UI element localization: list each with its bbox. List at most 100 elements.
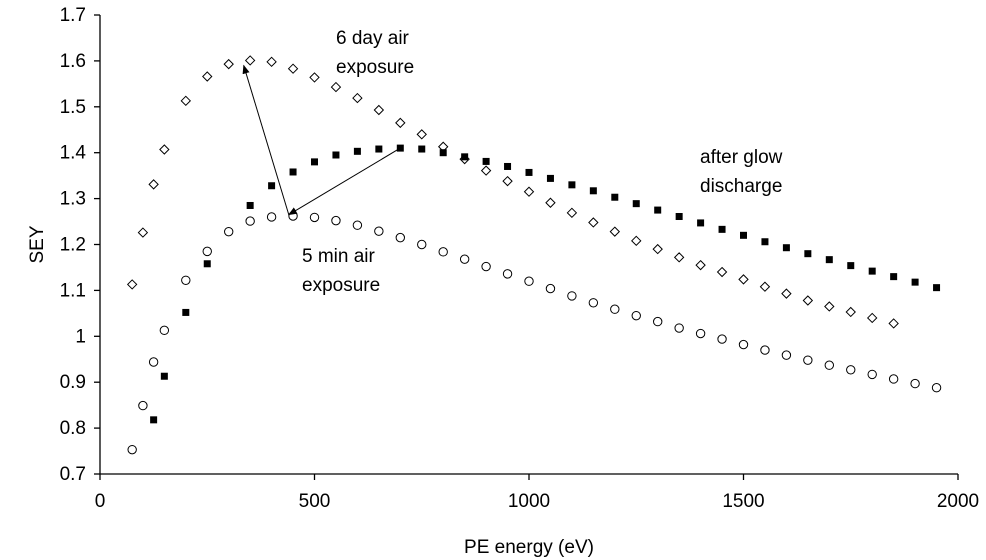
diamond-point <box>309 72 320 83</box>
x-tick-label: 1500 <box>722 491 764 512</box>
diamond-point <box>802 295 814 306</box>
series-circle-open <box>127 211 942 455</box>
x-axis-label: PE energy (eV) <box>464 537 594 558</box>
square-point <box>654 206 662 214</box>
square-point <box>525 168 533 176</box>
circle-point <box>567 291 577 301</box>
annotation-6-day-air-exposure: 6 day air exposure <box>336 28 414 78</box>
diamond-point <box>373 104 385 116</box>
diamond-point <box>759 281 771 292</box>
circle-point <box>181 275 191 286</box>
y-tick-label: 1.2 <box>60 235 86 256</box>
arrows <box>242 64 401 216</box>
circle-point <box>888 374 899 384</box>
diamond-point <box>126 279 138 290</box>
circle-point <box>309 212 320 223</box>
square-point <box>933 284 941 292</box>
diamond-point <box>502 175 513 187</box>
square-point <box>697 219 705 227</box>
circle-point <box>846 365 856 375</box>
y-tick-label: 1.5 <box>60 97 86 118</box>
diamond-point <box>588 217 599 228</box>
square-point <box>868 267 876 275</box>
square-point <box>246 201 254 209</box>
square-point <box>289 168 297 176</box>
circle-point <box>910 378 920 389</box>
diamond-point <box>695 259 706 271</box>
circle-point <box>502 269 513 279</box>
square-point <box>740 231 747 239</box>
circle-point <box>695 328 706 339</box>
square-point <box>890 273 898 281</box>
diamond-point <box>266 56 277 68</box>
square-point <box>804 250 812 258</box>
series-square-filled <box>150 144 941 424</box>
square-point <box>504 162 512 170</box>
annotation-5-min-line1: 5 min air <box>302 246 376 267</box>
y-axis-label: SEY <box>27 225 48 263</box>
y-axis-ticks: 0.7 0.8 0.9 1 1.1 1.2 1.3 1.4 1.5 1.6 1.7 <box>60 5 100 485</box>
circle-point <box>331 215 341 226</box>
diamond-point <box>523 186 535 197</box>
square-point <box>718 225 726 233</box>
diamond-point <box>330 81 342 93</box>
circle-point <box>459 254 470 264</box>
diamond-point <box>609 226 621 237</box>
annotation-6-day-line1: 6 day air <box>336 28 410 49</box>
square-point <box>589 187 597 195</box>
diamond-point <box>352 92 363 104</box>
circle-point <box>374 226 384 236</box>
circle-point <box>588 298 599 308</box>
circle-point <box>738 339 749 350</box>
square-point <box>568 181 576 189</box>
circle-point <box>867 369 877 380</box>
square-point <box>150 416 158 424</box>
y-tick-label: 0.7 <box>60 464 86 485</box>
diamond-point <box>480 165 492 176</box>
y-tick-label: 1.3 <box>60 189 86 210</box>
x-tick-label: 2000 <box>937 491 979 512</box>
diamond-point <box>866 312 878 324</box>
diamond-point <box>716 266 728 278</box>
diamond-point <box>223 58 234 70</box>
y-tick-label: 0.8 <box>60 418 86 439</box>
diamond-point <box>888 318 899 329</box>
diamond-point <box>545 197 556 208</box>
circle-point <box>245 216 255 226</box>
diamond-point <box>781 288 792 299</box>
circle-point <box>438 247 448 257</box>
square-point <box>611 193 619 201</box>
circle-point <box>545 283 556 294</box>
y-tick-label: 0.9 <box>60 372 86 393</box>
square-point <box>353 147 361 155</box>
diamond-point <box>180 95 192 107</box>
square-point <box>632 200 640 208</box>
diamond-point <box>416 129 427 140</box>
circle-point <box>395 232 405 243</box>
square-point <box>911 278 919 286</box>
diamond-point <box>738 274 749 285</box>
annotation-after-glow-discharge: after glow discharge <box>700 147 788 197</box>
square-point <box>375 145 383 153</box>
circle-point <box>481 261 491 272</box>
diamond-point <box>159 144 170 155</box>
square-point <box>160 372 168 380</box>
series-diamond-open <box>126 55 899 329</box>
x-axis-ticks: 0 500 1000 1500 2000 <box>95 474 979 512</box>
square-point <box>439 149 447 157</box>
circle-point <box>148 357 159 367</box>
annotation-5-min-line2: exposure <box>302 275 380 296</box>
circle-point <box>266 212 277 222</box>
square-point <box>182 308 190 316</box>
axes <box>99 15 958 475</box>
annotation-5-min-air-exposure: 5 min air exposure <box>302 246 380 296</box>
square-point <box>461 153 469 161</box>
diamond-point <box>566 207 578 219</box>
square-point <box>332 151 340 159</box>
square-point <box>546 174 554 182</box>
circle-point <box>524 276 534 286</box>
circle-point <box>224 226 234 237</box>
square-point <box>761 238 769 246</box>
arrow-1 <box>287 147 401 216</box>
square-point <box>482 157 490 165</box>
